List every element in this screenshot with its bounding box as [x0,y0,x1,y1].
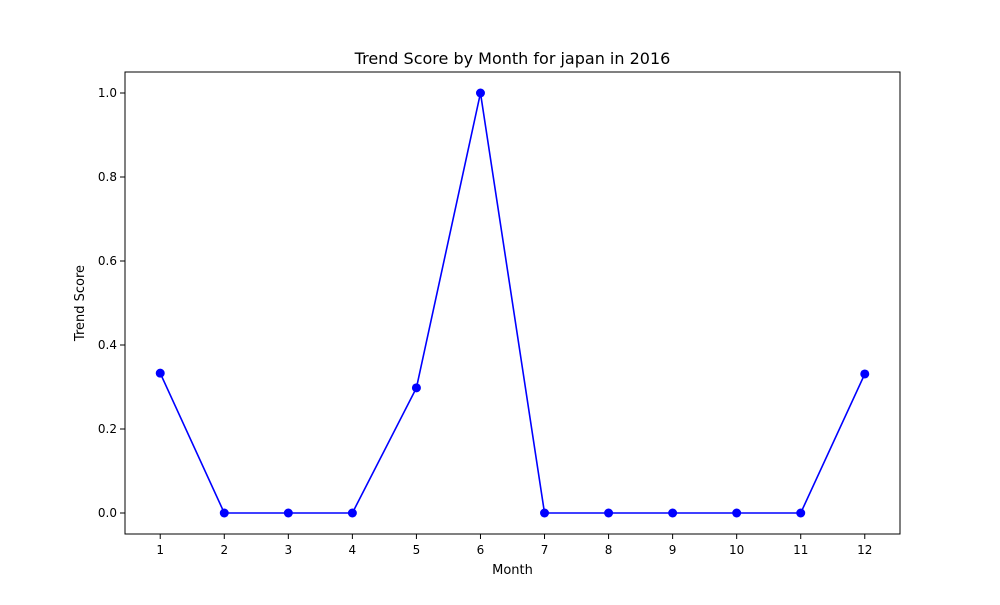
data-point-marker [796,508,806,518]
x-tick-label: 7 [541,543,549,557]
x-tick-label: 5 [413,543,421,557]
x-tick-label: 6 [477,543,485,557]
x-tick-label: 8 [605,543,613,557]
data-point-marker [668,508,678,518]
plot-area: 1 2 3 4 5 6 7 8 9 10 11 120.00.20.40.60.81.0 [98,71,901,557]
y-axis-label: Trend Score [73,265,88,342]
x-tick-label: 12 [857,543,872,557]
data-point-marker [347,508,357,518]
y-tick-label: 0.4 [98,338,117,352]
data-point-marker [155,368,165,378]
x-axis-label: Month [492,563,533,578]
data-point-marker [732,508,742,518]
data-point-marker [475,88,485,98]
data-point-marker [219,508,229,518]
x-tick-label: 10 [729,543,744,557]
data-point-marker [411,383,421,393]
y-tick-label: 0.0 [98,506,117,520]
y-tick-label: 1.0 [98,86,117,100]
x-tick-label: 9 [669,543,677,557]
data-point-marker [283,508,293,518]
x-tick-label: 1 [156,543,164,557]
axes-frame [124,71,901,535]
chart-title: Trend Score by Month for japan in 2016 [354,49,671,68]
x-tick-label: 11 [793,543,808,557]
y-tick-label: 0.2 [98,422,117,436]
data-point-marker [604,508,614,518]
data-point-marker [540,508,550,518]
y-tick-label: 0.8 [98,170,117,184]
x-tick-label: 2 [220,543,228,557]
y-tick-label: 0.6 [98,254,117,268]
x-tick-label: 3 [285,543,293,557]
series-line [159,92,866,514]
data-point-marker [860,369,870,379]
x-tick-label: 4 [349,543,357,557]
